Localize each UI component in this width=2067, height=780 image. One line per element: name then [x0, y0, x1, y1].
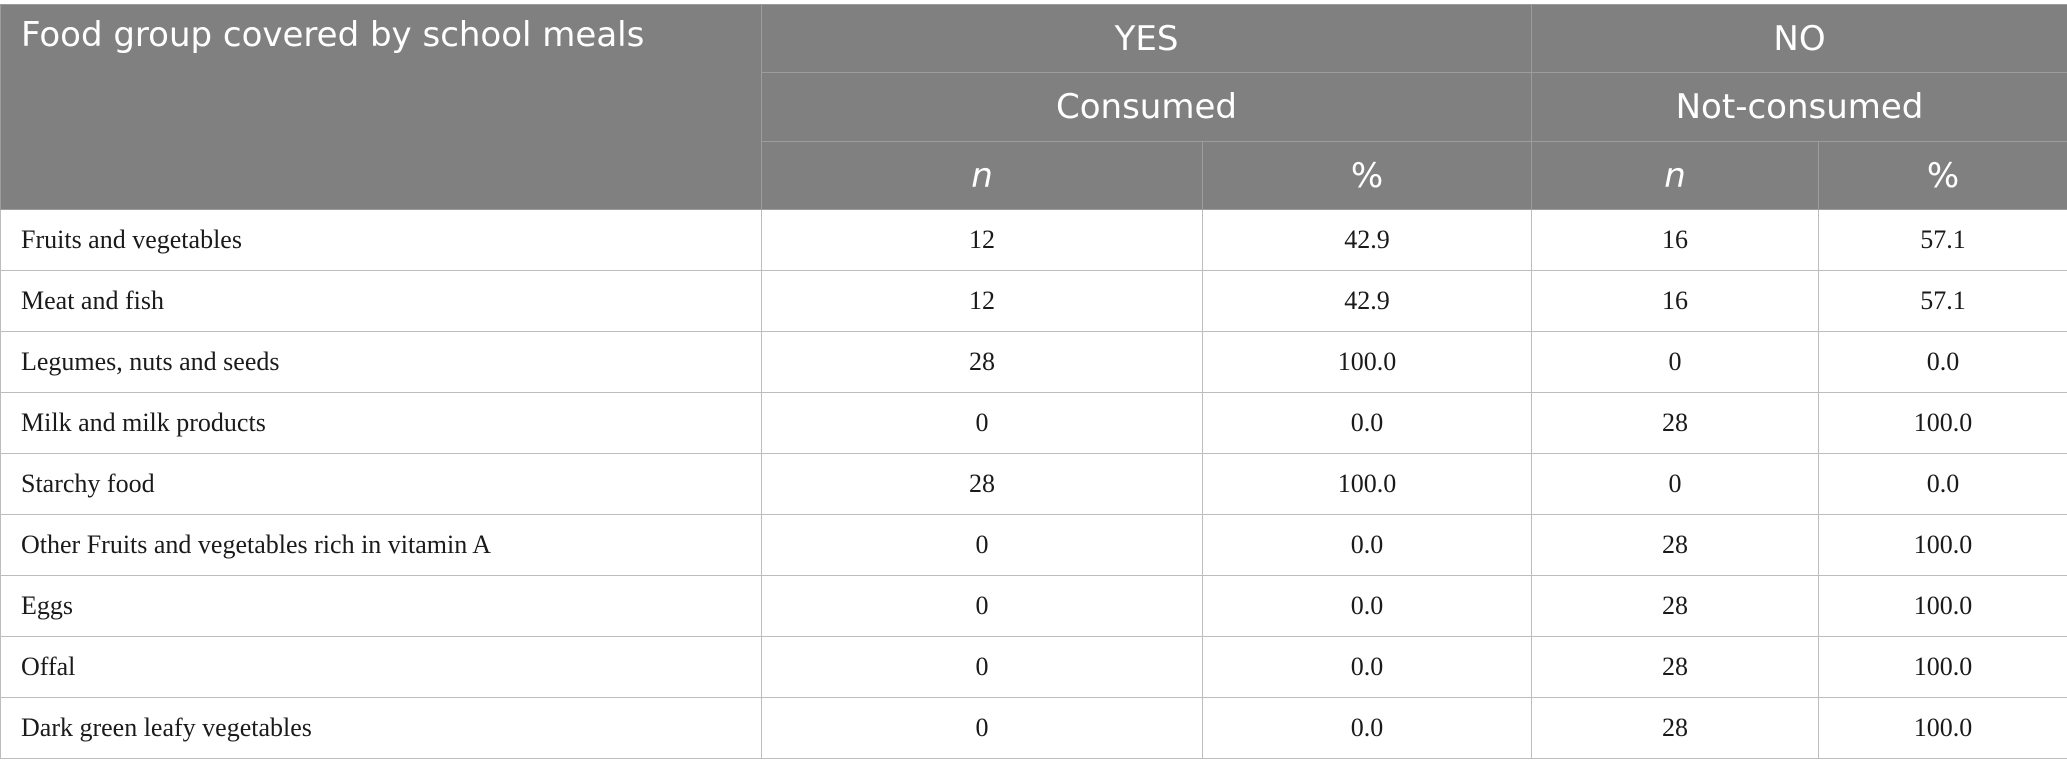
no-pct-cell: 100.0 [1817, 636, 2067, 698]
food-group-cell: Meat and fish [0, 270, 762, 332]
yes-n-cell: 0 [761, 514, 1203, 576]
no-pct-cell: 0.0 [1817, 331, 2067, 393]
yes-n-cell: 0 [761, 636, 1203, 698]
yes-n-cell: 28 [761, 453, 1203, 515]
no-pct-cell: 100.0 [1817, 697, 2067, 759]
no-n-cell: 28 [1531, 392, 1819, 454]
yes-pct-cell: 0.0 [1202, 575, 1532, 637]
no-n-cell: 28 [1531, 636, 1819, 698]
header-food-group: Food group covered by school meals [0, 4, 762, 210]
table-row: Meat and fish 12 42.9 16 57.1 [0, 270, 2067, 332]
food-group-cell: Offal [0, 636, 762, 698]
header-no: NO [1530, 4, 2067, 73]
yes-n-cell: 0 [761, 392, 1203, 454]
no-n-cell: 16 [1531, 270, 1819, 332]
no-n-cell: 28 [1531, 575, 1819, 637]
no-pct-cell: 57.1 [1817, 209, 2067, 271]
food-group-cell: Legumes, nuts and seeds [0, 331, 762, 393]
no-pct-cell: 100.0 [1817, 392, 2067, 454]
yes-pct-cell: 0.0 [1202, 636, 1532, 698]
no-n-cell: 16 [1531, 209, 1819, 271]
no-pct-cell: 100.0 [1817, 514, 2067, 576]
table-body: Fruits and vegetables 12 42.9 16 57.1 Me… [0, 209, 2067, 759]
table-header: Food group covered by school meals YES N… [0, 4, 2067, 210]
food-group-cell: Dark green leafy vegetables [0, 697, 762, 759]
yes-n-cell: 12 [761, 270, 1203, 332]
table-row: Dark green leafy vegetables 0 0.0 28 100… [0, 697, 2067, 759]
yes-pct-cell: 100.0 [1202, 331, 1532, 393]
yes-pct-cell: 0.0 [1202, 697, 1532, 759]
no-n-cell: 28 [1531, 514, 1819, 576]
table-row: Eggs 0 0.0 28 100.0 [0, 575, 2067, 637]
header-yes-n: n [761, 141, 1203, 210]
no-n-cell: 0 [1531, 331, 1819, 393]
table-row: Other Fruits and vegetables rich in vita… [0, 514, 2067, 576]
no-pct-cell: 57.1 [1817, 270, 2067, 332]
header-not-consumed: Not-consumed [1530, 72, 2067, 142]
header-row-groups: Food group covered by school meals YES N… [0, 4, 2067, 210]
yes-n-cell: 0 [761, 697, 1203, 759]
header-yes-pct: % [1202, 141, 1532, 210]
yes-n-cell: 28 [761, 331, 1203, 393]
yes-pct-cell: 0.0 [1202, 392, 1532, 454]
header-yes: YES [761, 4, 1532, 73]
header-no-n: n [1531, 141, 1819, 210]
no-n-cell: 28 [1531, 697, 1819, 759]
table-row: Legumes, nuts and seeds 28 100.0 0 0.0 [0, 331, 2067, 393]
food-group-cell: Starchy food [0, 453, 762, 515]
yes-pct-cell: 0.0 [1202, 514, 1532, 576]
yes-n-cell: 12 [761, 209, 1203, 271]
yes-pct-cell: 42.9 [1202, 270, 1532, 332]
table-row: Starchy food 28 100.0 0 0.0 [0, 453, 2067, 515]
yes-n-cell: 0 [761, 575, 1203, 637]
food-group-cell: Milk and milk products [0, 392, 762, 454]
table-row: Fruits and vegetables 12 42.9 16 57.1 [0, 209, 2067, 271]
no-pct-cell: 0.0 [1817, 453, 2067, 515]
header-consumed: Consumed [761, 72, 1532, 142]
header-no-pct: % [1817, 141, 2067, 210]
header-row-measures: n % n % [1, 141, 2067, 210]
food-group-cell: Eggs [0, 575, 762, 637]
no-n-cell: 0 [1531, 453, 1819, 515]
table-row: Milk and milk products 0 0.0 28 100.0 [0, 392, 2067, 454]
food-group-table: Food group covered by school meals YES N… [0, 4, 2067, 759]
table-row: Offal 0 0.0 28 100.0 [0, 636, 2067, 698]
food-group-cell: Fruits and vegetables [0, 209, 762, 271]
food-group-table-container: Food group covered by school meals YES N… [0, 4, 2067, 759]
no-pct-cell: 100.0 [1817, 575, 2067, 637]
food-group-cell: Other Fruits and vegetables rich in vita… [0, 514, 762, 576]
yes-pct-cell: 42.9 [1202, 209, 1532, 271]
header-row-status: Consumed Not-consumed [1, 72, 2067, 142]
yes-pct-cell: 100.0 [1202, 453, 1532, 515]
